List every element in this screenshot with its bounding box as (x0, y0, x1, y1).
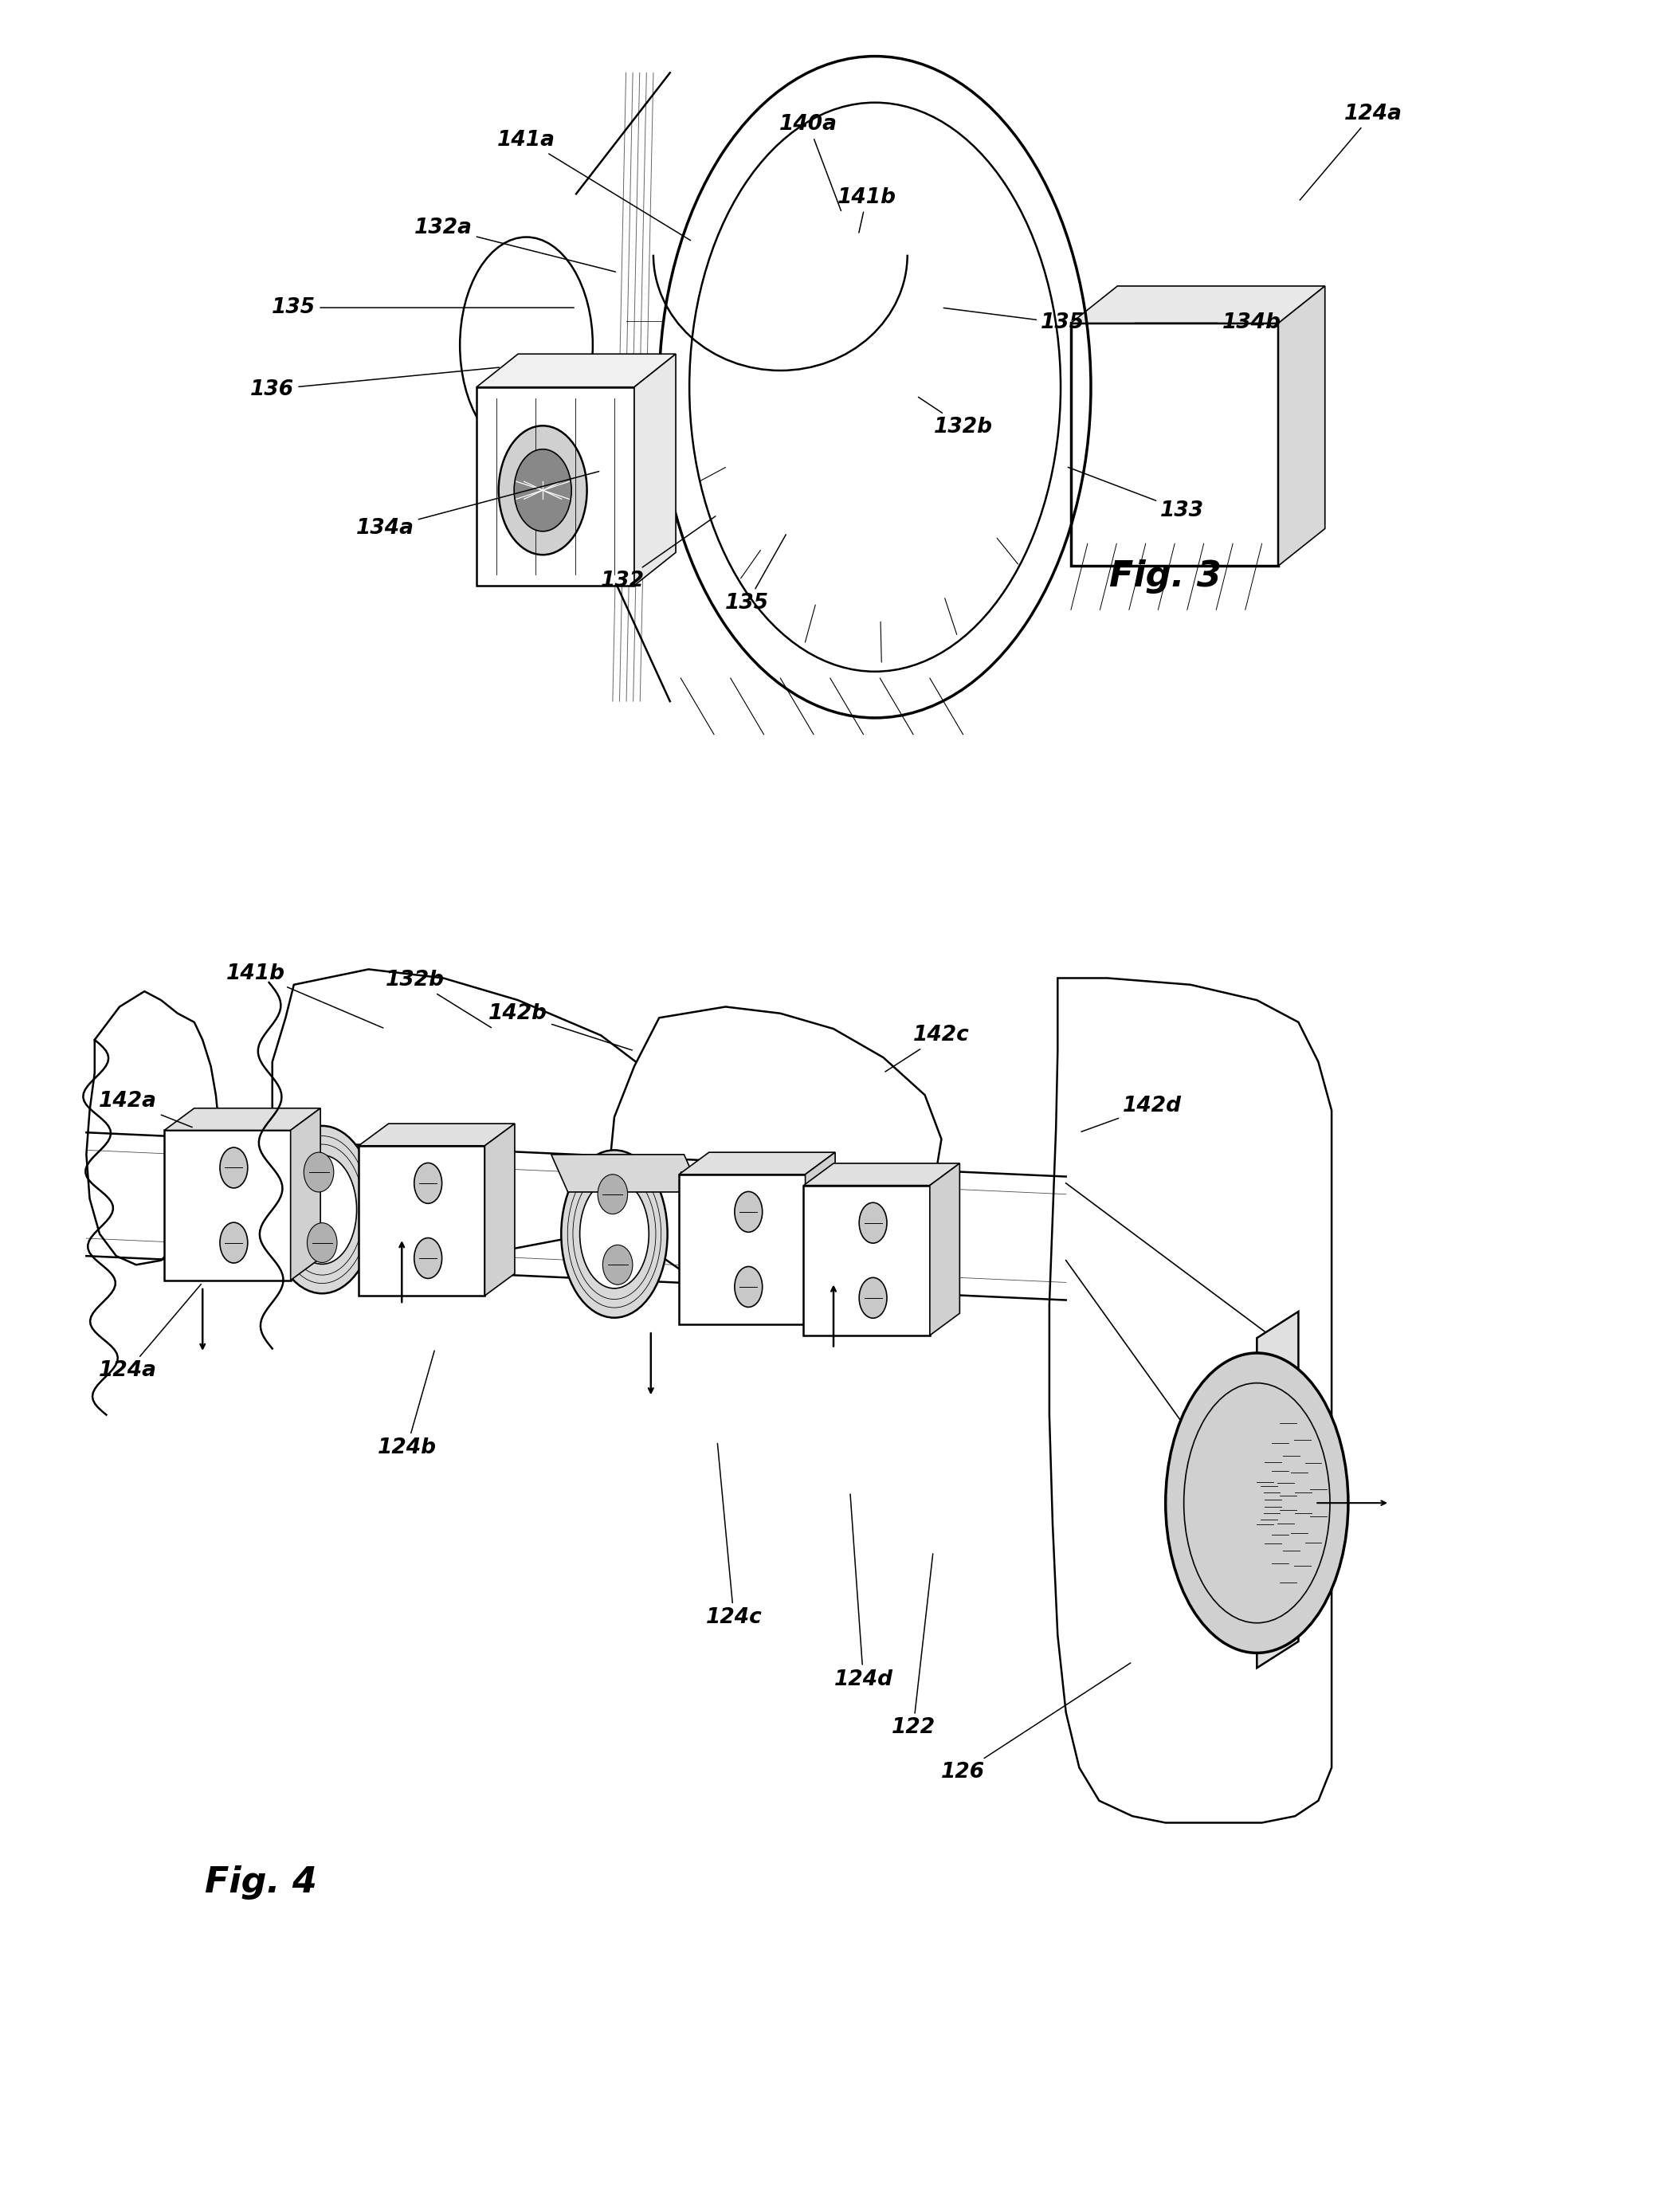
Text: 133: 133 (1069, 467, 1204, 520)
Polygon shape (165, 1108, 320, 1130)
Text: 134b: 134b (1135, 312, 1282, 334)
Polygon shape (803, 1186, 930, 1336)
Text: 126: 126 (942, 1663, 1130, 1783)
Text: 142b: 142b (488, 1002, 632, 1051)
Polygon shape (87, 991, 218, 1265)
Polygon shape (477, 354, 675, 387)
Text: 135: 135 (272, 296, 573, 319)
Ellipse shape (603, 1245, 632, 1285)
Ellipse shape (498, 425, 587, 555)
Ellipse shape (220, 1223, 248, 1263)
Polygon shape (610, 1006, 942, 1287)
Text: 132b: 132b (919, 398, 992, 438)
Text: 141b: 141b (227, 962, 383, 1029)
Text: 132b: 132b (385, 969, 492, 1029)
Polygon shape (805, 1152, 835, 1325)
Polygon shape (485, 1124, 515, 1296)
Text: Fig. 3: Fig. 3 (1110, 560, 1222, 593)
Text: 124d: 124d (834, 1493, 894, 1690)
Polygon shape (1049, 978, 1332, 1823)
Text: 142d: 142d (1082, 1095, 1182, 1133)
Text: 134a: 134a (357, 471, 598, 538)
Ellipse shape (268, 1126, 375, 1294)
Ellipse shape (859, 1203, 887, 1243)
Ellipse shape (1165, 1354, 1349, 1652)
Polygon shape (1070, 285, 1325, 323)
Polygon shape (930, 1164, 960, 1336)
Text: Fig. 4: Fig. 4 (205, 1865, 317, 1900)
Text: 136: 136 (250, 367, 498, 400)
Text: 140a: 140a (780, 115, 842, 210)
Ellipse shape (303, 1152, 333, 1192)
Ellipse shape (735, 1192, 762, 1232)
Text: 142a: 142a (98, 1091, 192, 1128)
Polygon shape (290, 1108, 320, 1281)
Ellipse shape (859, 1279, 887, 1318)
Text: 122: 122 (892, 1553, 935, 1739)
Ellipse shape (562, 1150, 667, 1318)
Ellipse shape (580, 1179, 648, 1287)
Ellipse shape (288, 1155, 357, 1263)
Polygon shape (678, 1152, 835, 1175)
Text: 124a: 124a (1300, 104, 1402, 199)
Text: 132a: 132a (415, 219, 615, 272)
Ellipse shape (220, 1148, 248, 1188)
Text: 141a: 141a (497, 131, 690, 241)
Polygon shape (358, 1146, 485, 1296)
Text: 124a: 124a (98, 1285, 202, 1380)
Ellipse shape (307, 1223, 337, 1263)
Text: 124b: 124b (377, 1352, 437, 1458)
Ellipse shape (598, 1175, 627, 1214)
Polygon shape (1070, 323, 1279, 566)
Polygon shape (633, 354, 675, 586)
Ellipse shape (460, 237, 593, 453)
Text: 141b: 141b (837, 188, 897, 232)
Ellipse shape (658, 55, 1090, 719)
Polygon shape (1257, 1312, 1299, 1668)
Polygon shape (680, 1172, 830, 1210)
Text: 135: 135 (725, 535, 785, 613)
Ellipse shape (413, 1164, 442, 1203)
Polygon shape (477, 387, 633, 586)
Polygon shape (358, 1124, 515, 1146)
Polygon shape (272, 969, 667, 1250)
Ellipse shape (735, 1267, 762, 1307)
Ellipse shape (413, 1239, 442, 1279)
Polygon shape (678, 1175, 805, 1325)
Ellipse shape (513, 449, 572, 531)
Text: 142c: 142c (885, 1024, 970, 1073)
Text: 135: 135 (944, 307, 1085, 334)
Polygon shape (803, 1164, 960, 1186)
Polygon shape (165, 1130, 290, 1281)
Text: 124c: 124c (705, 1444, 762, 1628)
Text: 132: 132 (600, 515, 715, 591)
Polygon shape (1279, 285, 1325, 566)
Polygon shape (552, 1155, 700, 1192)
